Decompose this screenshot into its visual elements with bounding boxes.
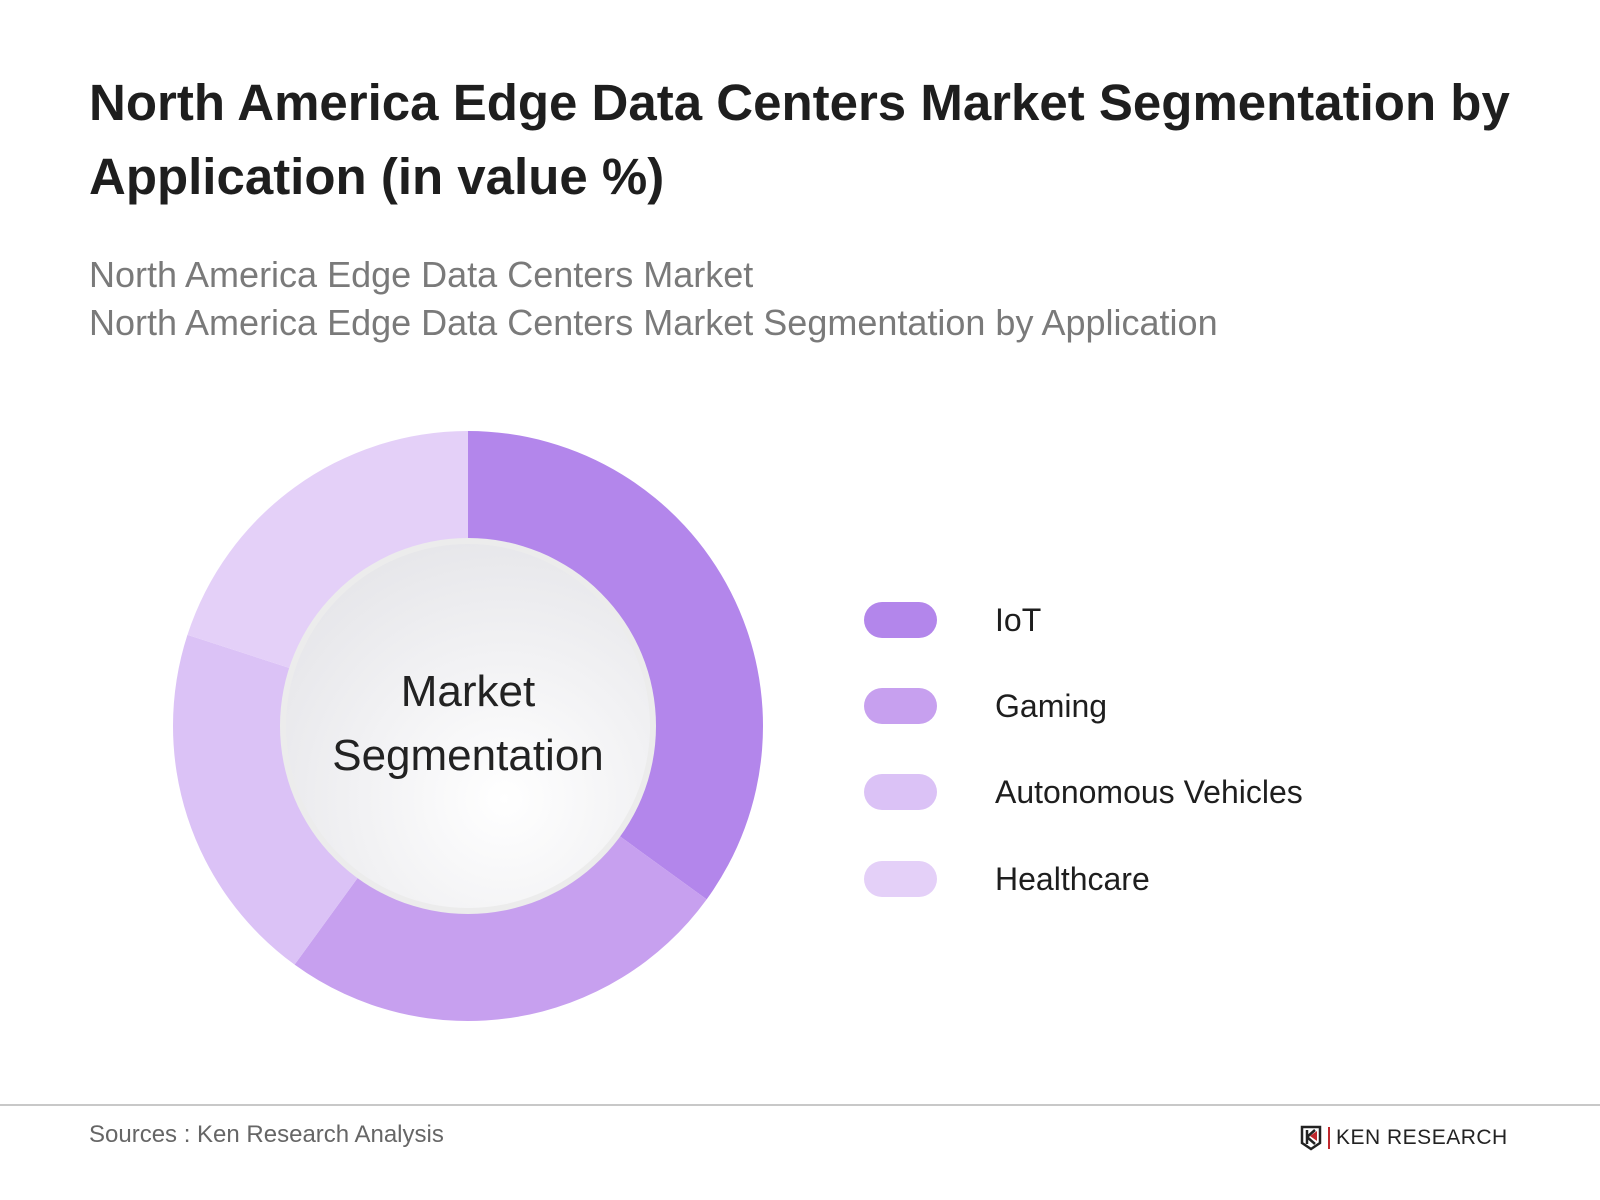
chart-title: North America Edge Data Centers Market S… xyxy=(89,74,1510,205)
legend-swatch xyxy=(864,602,937,638)
footer-divider xyxy=(0,1104,1600,1106)
sources-text: Sources : Ken Research Analysis xyxy=(89,1121,444,1148)
legend-label: Autonomous Vehicles xyxy=(995,774,1303,810)
legend-label: Gaming xyxy=(995,688,1108,724)
subtitle-line-2: North America Edge Data Centers Market S… xyxy=(89,302,1218,343)
logo-divider xyxy=(1328,1127,1330,1149)
subtitle-line-1: North America Edge Data Centers Market xyxy=(89,254,754,295)
legend-swatch xyxy=(864,688,937,724)
logo-text: KEN RESEARCH xyxy=(1336,1126,1508,1149)
slice-healthcare xyxy=(187,431,468,680)
center-disc xyxy=(286,544,650,908)
ken-logo-icon xyxy=(1300,1125,1322,1151)
legend-swatch xyxy=(864,774,937,810)
legend-label: Healthcare xyxy=(995,861,1150,897)
legend-label: IoT xyxy=(995,602,1042,638)
ken-research-logo: KEN RESEARCH xyxy=(1300,1125,1508,1151)
center-label-line-2: Segmentation xyxy=(332,731,604,780)
center-label: Market Segmentation xyxy=(298,660,638,788)
legend-swatch xyxy=(864,861,937,897)
center-label-line-1: Market xyxy=(400,667,536,716)
slice-autonomous-vehicles xyxy=(172,634,380,965)
